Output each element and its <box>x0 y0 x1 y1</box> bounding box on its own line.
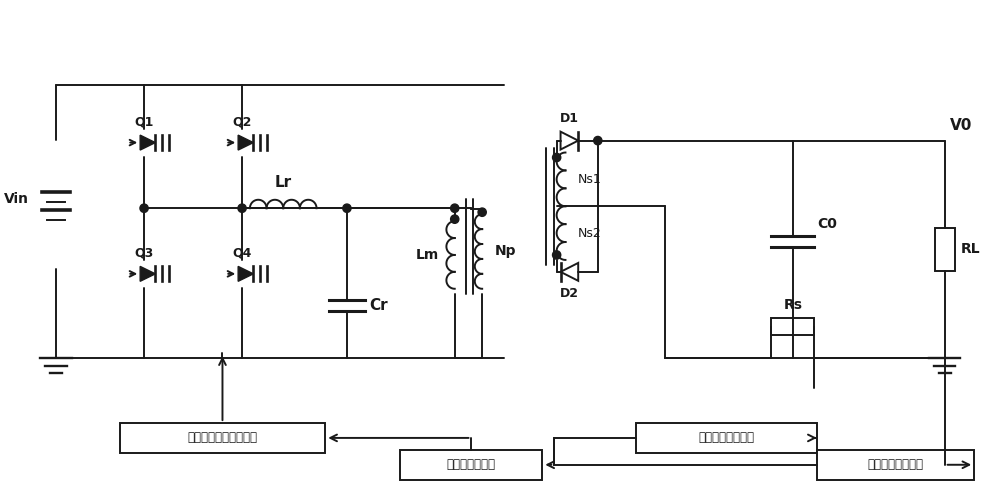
Circle shape <box>553 153 561 162</box>
Text: Q4: Q4 <box>232 247 252 259</box>
Text: 电压采样电路处理: 电压采样电路处理 <box>868 458 924 471</box>
Text: Cr: Cr <box>369 298 388 313</box>
Bar <box>817 450 974 480</box>
Text: Ns1: Ns1 <box>578 173 602 186</box>
Polygon shape <box>140 135 155 150</box>
Text: 电流采样电路处理: 电流采样电路处理 <box>698 431 754 445</box>
Circle shape <box>451 204 459 212</box>
Circle shape <box>553 251 561 259</box>
Text: Np: Np <box>495 245 516 258</box>
Text: Q2: Q2 <box>232 115 252 128</box>
Bar <box>636 423 817 453</box>
Text: D1: D1 <box>560 112 579 125</box>
Text: Q3: Q3 <box>134 247 154 259</box>
Bar <box>771 318 814 335</box>
Text: Lr: Lr <box>275 175 292 190</box>
Text: Lm: Lm <box>416 248 439 262</box>
Circle shape <box>594 136 602 145</box>
Text: D2: D2 <box>560 287 579 300</box>
Bar <box>120 423 325 453</box>
Bar <box>935 228 955 271</box>
Circle shape <box>238 204 246 212</box>
Text: RL: RL <box>960 243 980 256</box>
Circle shape <box>140 204 148 212</box>
Text: V0: V0 <box>950 118 972 133</box>
Text: Ns2: Ns2 <box>578 227 602 240</box>
Text: 原边驱动信号隔离电路: 原边驱动信号隔离电路 <box>187 431 257 445</box>
Text: C0: C0 <box>817 217 837 231</box>
Polygon shape <box>140 266 155 281</box>
Text: Rs: Rs <box>783 298 802 312</box>
Text: 数字信号处理器: 数字信号处理器 <box>447 458 496 471</box>
Bar <box>400 450 542 480</box>
Circle shape <box>343 204 351 212</box>
Polygon shape <box>238 135 253 150</box>
Circle shape <box>478 208 486 216</box>
Text: Vin: Vin <box>3 192 28 206</box>
Text: Q1: Q1 <box>134 115 154 128</box>
Polygon shape <box>238 266 253 281</box>
Circle shape <box>451 215 459 223</box>
